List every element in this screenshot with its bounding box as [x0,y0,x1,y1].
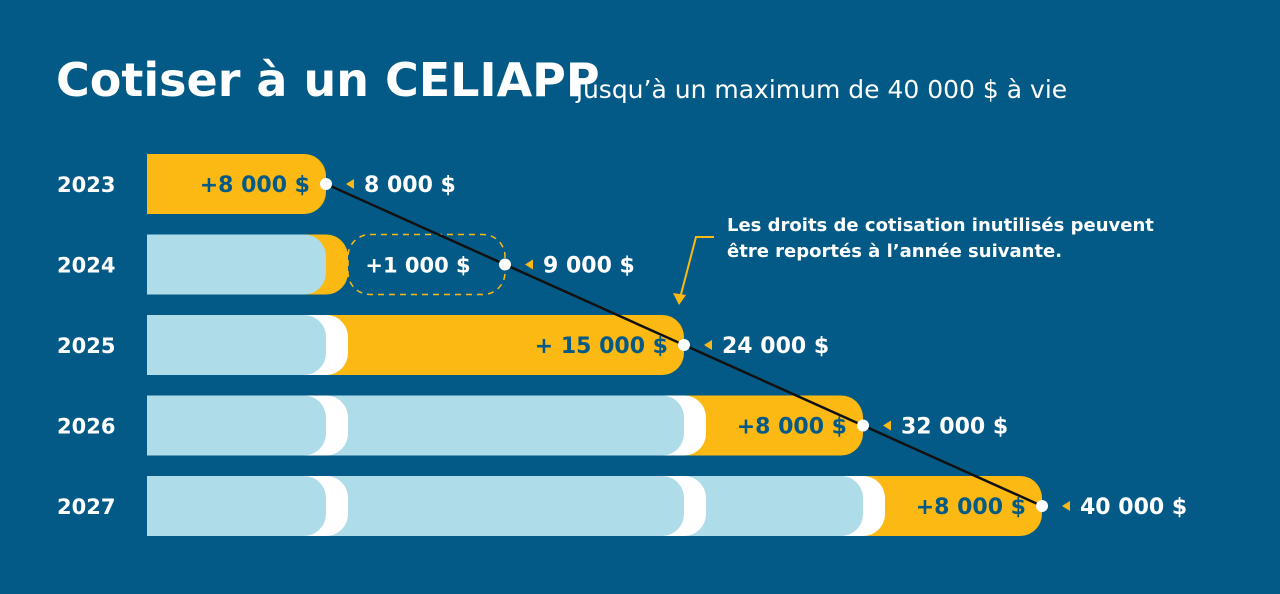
note-line-1: Les droits de cotisation inutilisés peuv… [727,215,1154,236]
added-label: + 15 000 $ [535,334,668,359]
contribution-bar [147,154,326,214]
cumulative-label: 9 000 $ [543,254,635,279]
previous-balance-bar [147,476,326,536]
endpoint-dot [499,258,511,271]
added-label: +8 000 $ [200,173,310,198]
endpoint-dot [857,419,869,432]
year-label: 2023 [57,173,115,197]
overlay-layer [320,178,1048,512]
cumulative-arrow [525,259,533,270]
added-label: +8 000 $ [916,495,1026,520]
added-label: +8 000 $ [737,415,847,440]
year-label: 2025 [57,334,115,358]
cumulative-arrow [346,179,354,189]
cumulative-label: 8 000 $ [364,173,456,198]
page-title: Cotiser à un CELIAPP [56,53,600,107]
cumulative-arrow [883,420,891,431]
previous-balance-bar [147,395,326,456]
bars-layer: 2023 +8 000 $ 8 000 $ 2024 +1 000 $ 9 000 $ 20… [57,154,1187,536]
year-label: 2027 [57,495,115,519]
note-arrow-head [673,293,686,305]
endpoint-dot [678,339,690,351]
note-arrow-line [678,236,714,303]
cumulative-label: 40 000 $ [1080,495,1187,520]
previous-balance-bar [147,315,326,375]
year-label: 2026 [57,415,115,439]
cumulative-label: 32 000 $ [901,415,1008,440]
added-label: +1 000 $ [365,254,470,278]
year-label: 2024 [57,254,115,278]
note-line-2: être reportés à l’année suivante. [727,241,1062,262]
endpoint-dot [1036,500,1048,512]
cumulative-arrow [1062,501,1070,511]
cumulative-label: 24 000 $ [722,334,829,359]
previous-balance-bar [147,234,326,295]
page-subtitle: jusqu’à un maximum de 40 000 $ à vie [575,75,1067,104]
endpoint-dot [320,178,332,190]
cumulative-arrow [704,340,712,350]
